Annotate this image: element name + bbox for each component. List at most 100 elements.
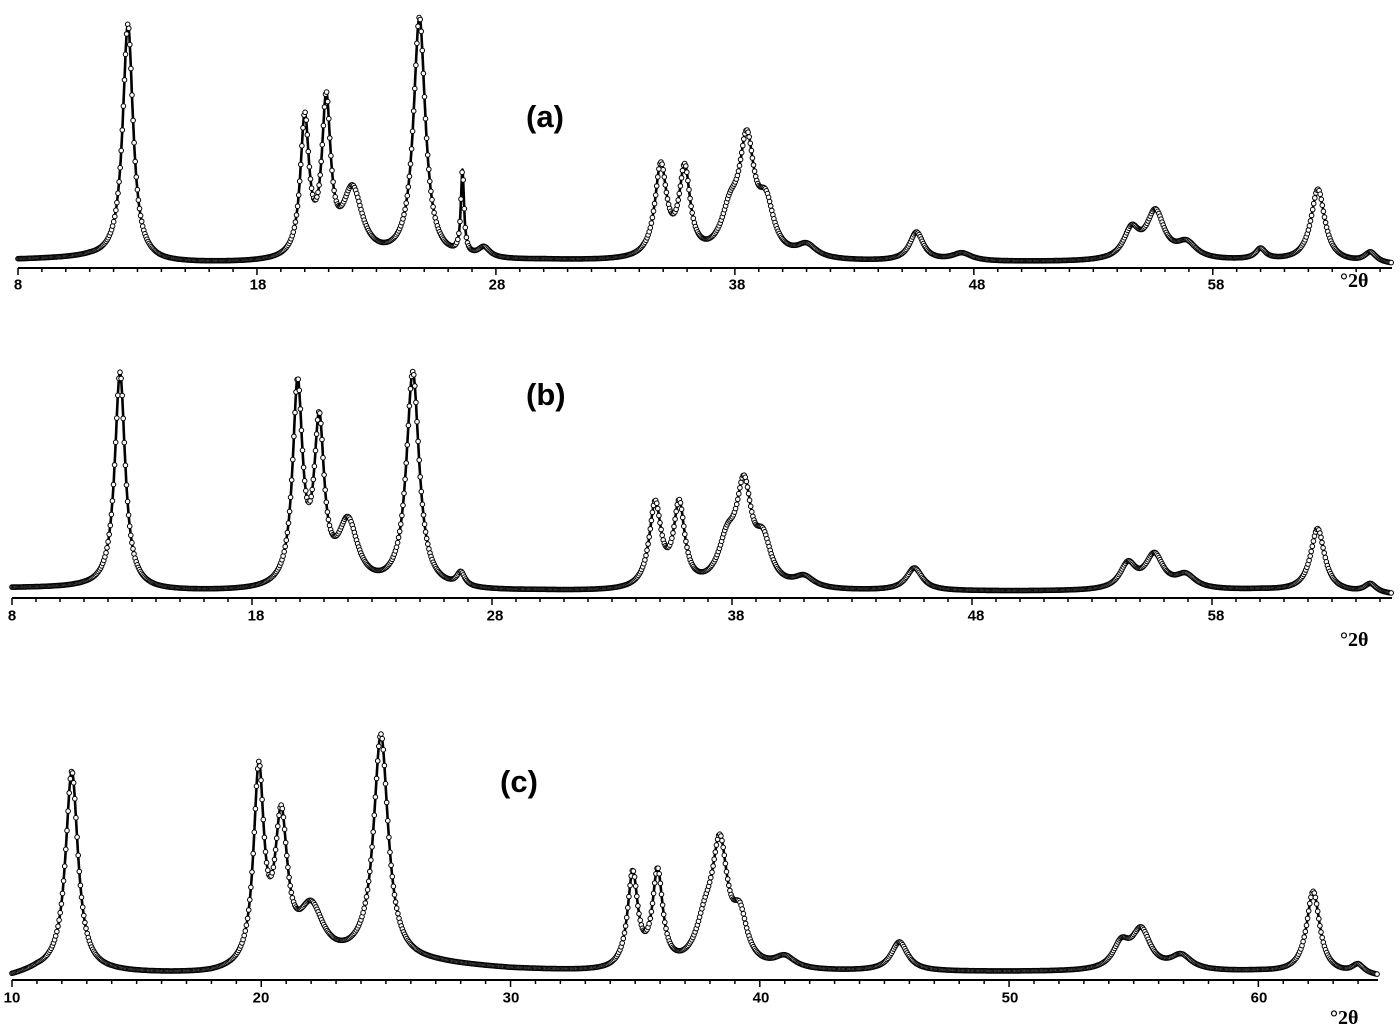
data-point [749,155,756,161]
data-point [381,762,388,769]
data-point [1305,908,1312,914]
data-point [724,876,731,882]
data-point [740,142,746,149]
data-point [61,863,68,870]
data-point [393,544,400,551]
data-point [292,219,299,225]
data-point [309,486,316,493]
data-point [706,879,713,886]
data-point [385,817,391,824]
data-point [259,796,265,803]
panel-label: (c) [500,764,538,799]
data-point [392,899,399,905]
data-point [393,905,400,912]
data-point [407,161,414,167]
data-point [257,763,263,769]
data-point [386,834,392,841]
data-point [60,878,67,884]
data-point [244,915,251,922]
data-point [253,783,260,790]
panel-b: 8 18 28 38 48 58 °2θ (b) [8,368,1394,651]
data-point [1310,200,1317,207]
data-point [108,511,115,518]
data-point [407,386,414,392]
data-point [630,868,637,874]
data-point [402,206,408,213]
data-point [365,878,372,885]
data-point [420,512,427,518]
x-tick-label: 18 [248,607,265,624]
data-point [260,816,267,823]
data-point [636,911,642,917]
data-point [294,203,301,209]
data-point [747,503,754,510]
data-point [417,16,424,23]
data-point [644,547,650,554]
data-point [1308,212,1315,219]
data-point [742,920,749,927]
x-tick-label: 18 [250,276,267,293]
data-point [276,812,282,819]
data-point [1388,590,1394,596]
data-point [109,223,116,229]
data-point [59,890,66,897]
data-point [304,132,311,138]
data-point [650,208,657,214]
data-point [282,839,289,846]
data-point [1318,534,1324,541]
data-point [258,777,264,784]
data-point [64,827,70,834]
data-point [619,940,626,946]
data-point [1319,539,1325,546]
data-point [651,880,658,886]
data-point [1319,934,1325,941]
data-point [69,770,76,776]
data-point [662,182,669,188]
data-point [319,141,326,148]
x-tick-label: 50 [1002,989,1019,1006]
data-point [104,545,110,551]
data-point [63,846,69,853]
data-point [79,904,86,911]
data-point [735,168,742,174]
data-point [421,94,428,100]
x-tick-label: 20 [253,989,270,1006]
data-point [396,528,403,535]
data-point [723,868,730,875]
data-point [121,77,128,83]
data-point [314,417,321,423]
data-point [379,735,386,742]
data-point [120,415,126,422]
data-point [131,139,137,146]
data-point [118,375,124,382]
data-point [418,28,425,35]
data-point [681,523,687,530]
data-point [663,925,669,932]
data-point [372,794,379,800]
data-point [291,224,298,231]
data-point [749,509,755,515]
data-point [713,842,720,848]
data-point [625,904,631,911]
data-point [709,869,715,876]
data-point [645,541,651,547]
data-point [322,487,329,493]
data-point [657,520,663,526]
data-point [134,186,141,193]
data-point [750,162,757,168]
data-point [70,780,77,786]
data-point [738,479,744,486]
data-point [256,758,262,765]
panel-label: (a) [526,99,564,134]
data-point [634,893,640,900]
data-point [463,234,470,241]
data-point [329,167,335,174]
data-point [722,860,729,867]
data-point [419,47,426,54]
data-point [328,153,334,159]
data-point [308,185,315,191]
data-point [455,236,461,243]
data-point [1307,553,1313,559]
data-point [748,147,755,154]
data-point [303,487,309,494]
